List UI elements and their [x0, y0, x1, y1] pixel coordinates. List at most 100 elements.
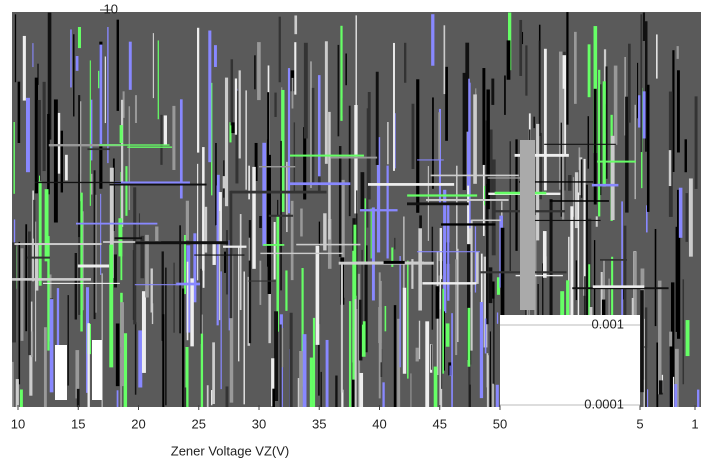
noise-stripe [152, 33, 154, 99]
noise-stripe [602, 81, 606, 187]
noise-stripe [279, 324, 282, 407]
noise-stripe [116, 19, 119, 111]
noise-stripe [100, 193, 102, 275]
noise-stripe [254, 55, 256, 90]
noise-stripe [75, 350, 80, 399]
noise-stripe [287, 68, 291, 214]
noise-stripe [549, 199, 553, 331]
noise-stripe [469, 384, 471, 407]
noise-stripe [222, 176, 227, 189]
noise-band [330, 156, 378, 159]
noise-stripe [613, 65, 618, 145]
noise-stripe [33, 199, 36, 260]
noise-stripe [112, 158, 115, 231]
noise-stripe [348, 105, 351, 217]
noise-stripe [465, 42, 470, 132]
noise-stripe [32, 190, 34, 279]
noise-band [572, 287, 669, 290]
noise-stripe [34, 244, 39, 291]
noise-band [268, 214, 294, 217]
noise-stripe [542, 231, 547, 278]
noise-stripe [658, 280, 662, 395]
noise-stripe [311, 87, 315, 183]
noise-stripe [185, 200, 189, 241]
noise-stripe [467, 307, 471, 367]
noise-stripe [640, 290, 644, 393]
noise-stripe [193, 233, 197, 303]
noise-stripe [538, 132, 542, 200]
noise-stripe [364, 198, 366, 263]
noise-stripe [182, 288, 185, 407]
noise-stripe [337, 44, 340, 137]
noise-stripe [22, 35, 26, 101]
noise-stripe [431, 14, 435, 66]
noise-stripe [634, 104, 636, 200]
noise-stripe [519, 19, 523, 76]
noise-stripe [91, 173, 93, 195]
noise-stripe [32, 238, 34, 282]
x-axis-title: Zener Voltage VZ(V) [171, 443, 290, 458]
noise-stripe [215, 142, 217, 226]
noise-stripe [439, 291, 443, 407]
noise-stripe [500, 227, 505, 329]
noise-stripe [37, 99, 41, 181]
noise-stripe [317, 75, 321, 178]
noise-band [359, 209, 398, 212]
noise-stripe [533, 116, 536, 129]
noise-stripe [587, 116, 589, 169]
noise-stripe [173, 262, 175, 333]
noise-stripe [179, 225, 181, 334]
noise-band [441, 223, 496, 226]
noise-stripe [560, 291, 565, 325]
noise-stripe [355, 15, 357, 135]
noise-stripe [42, 81, 46, 172]
noise-stripe [119, 125, 123, 144]
noise-stripe [301, 268, 304, 387]
noise-stripe [568, 175, 572, 191]
noise-stripe [18, 241, 21, 385]
noise-stripe [239, 214, 242, 310]
noise-stripe [286, 161, 288, 233]
y-tick-label: 0.001 [591, 316, 624, 331]
noise-stripe [70, 29, 72, 88]
noise-stripe [371, 207, 375, 301]
noise-stripe [262, 142, 267, 246]
noise-stripe [257, 42, 261, 101]
noise-stripe [482, 102, 485, 236]
noise-stripe [468, 78, 470, 176]
noise-stripe [294, 15, 298, 35]
noise-stripe [31, 331, 34, 358]
noise-stripe [128, 41, 132, 90]
noise-stripe [638, 95, 642, 128]
noise-band [248, 280, 276, 282]
noise-stripe [285, 270, 288, 311]
noise-stripe [628, 43, 631, 123]
noise-stripe [125, 166, 128, 216]
noise-stripe [224, 251, 227, 273]
noise-band [176, 282, 201, 286]
noise-stripe [474, 226, 477, 293]
noise-band [134, 284, 200, 286]
noise-stripe [356, 190, 358, 309]
noise-stripe [393, 305, 397, 407]
noise-band [407, 194, 478, 197]
noise-stripe [391, 247, 394, 267]
noise-stripe [49, 299, 54, 393]
noise-stripe [579, 157, 583, 196]
noise-stripe [644, 307, 648, 407]
noise-stripe [676, 70, 680, 153]
noise-band [289, 182, 351, 186]
noise-stripe [218, 192, 222, 244]
x-tick-label: 50 [493, 416, 507, 431]
noise-stripe [462, 72, 467, 191]
noise-stripe [456, 165, 458, 264]
noise-stripe [384, 305, 387, 332]
noise-stripe [259, 260, 262, 305]
noise-stripe [34, 77, 39, 194]
y-tick-label: 0.0001 [584, 396, 624, 411]
noise-stripe [120, 99, 124, 227]
noise-stripe [433, 366, 438, 407]
noise-stripe [113, 254, 117, 288]
noise-band [127, 146, 173, 148]
noise-stripe [387, 122, 389, 165]
